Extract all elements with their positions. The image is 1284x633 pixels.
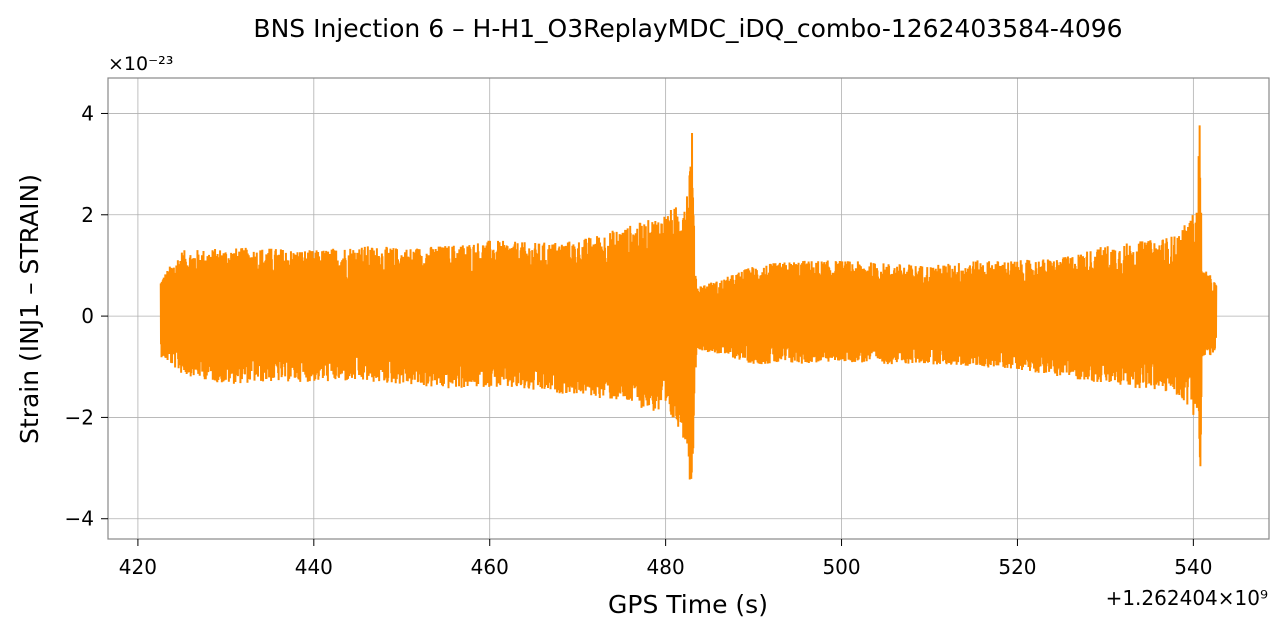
y-tick-label: 0: [81, 304, 94, 328]
y-multiplier-label: ×10⁻²³: [108, 53, 173, 75]
x-tick-label: 520: [998, 555, 1036, 579]
x-offset-label: +1.262404×10⁹: [1106, 586, 1268, 610]
y-tick-label: −4: [65, 507, 94, 531]
x-axis-label: GPS Time (s): [608, 590, 768, 619]
x-tick-label: 440: [295, 555, 333, 579]
plot-frame: [107, 77, 1270, 540]
y-axis-ticks: 4 2 0 −2 −4: [65, 101, 108, 531]
x-tick-label: 420: [119, 555, 157, 579]
y-tick-label: 4: [81, 101, 94, 125]
x-tick-label: 500: [822, 555, 860, 579]
y-axis-label: Strain (INJ1 – STRAIN): [15, 174, 44, 444]
x-tick-label: 540: [1174, 555, 1212, 579]
x-tick-label: 480: [647, 555, 685, 579]
data-series: [159, 125, 1218, 480]
x-axis-ticks: 420 440 460 480 500 520 540: [119, 539, 1212, 579]
y-tick-label: 2: [81, 203, 94, 227]
chart-title: BNS Injection 6 – H-H1_O3ReplayMDC_iDQ_c…: [253, 14, 1122, 43]
y-tick-label: −2: [65, 405, 94, 429]
x-tick-label: 460: [471, 555, 509, 579]
strain-series-line: [159, 125, 1218, 480]
